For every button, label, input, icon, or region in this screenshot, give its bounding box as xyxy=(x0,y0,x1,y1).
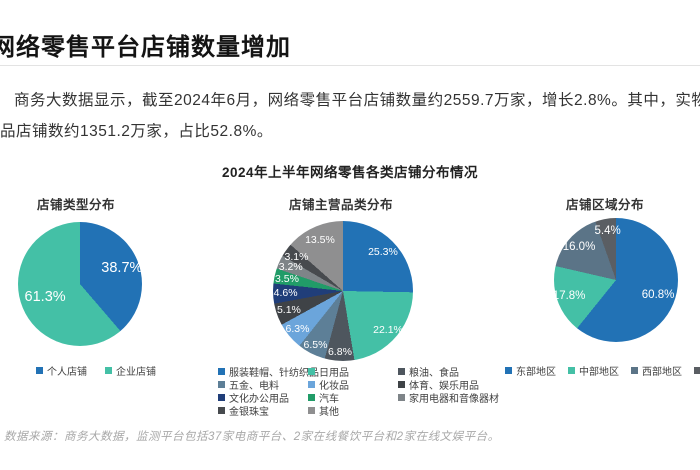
legend-label: 企业店铺 xyxy=(116,367,156,378)
legend-label: 日用品 xyxy=(319,368,349,379)
title-divider xyxy=(0,65,700,66)
legend-label: 化妆品 xyxy=(319,381,349,392)
pie-chart-region xyxy=(554,218,678,342)
summary-text-line2: 品店铺数约1351.2万家，占比52.8%。 xyxy=(0,123,273,140)
page-title: 网络零售平台店铺数量增加 xyxy=(0,34,291,61)
pie-percent-label: 6.5% xyxy=(303,339,328,352)
legend-swatch-icon xyxy=(308,407,315,414)
legend-store-type: 个人店铺 企业店铺 xyxy=(36,363,156,378)
summary-text-line1: 商务大数据显示，截至2024年6月，网络零售平台店铺数量约2559.7万家，增长… xyxy=(14,92,700,109)
pie-percent-label: 6.3% xyxy=(285,323,310,336)
legend-swatch-icon xyxy=(36,367,43,374)
pie-percent-label: 17.8% xyxy=(552,290,586,303)
legend-label: 金银珠宝 xyxy=(229,407,269,418)
chart-group-title: 2024年上半年网络零售各类店铺分布情况 xyxy=(221,165,479,180)
pie-percent-label: 22.1% xyxy=(373,323,403,336)
pie-percent-label: 3.2% xyxy=(278,261,303,274)
pie-title-store-type: 店铺类型分布 xyxy=(36,198,116,212)
pie-percent-label: 60.8% xyxy=(641,288,675,301)
pie-percent-label: 38.7% xyxy=(101,260,143,277)
legend-item: 金银珠宝 xyxy=(218,403,269,418)
legend-label: 文化办公用品 xyxy=(229,394,289,405)
pie-title-region: 店铺区域分布 xyxy=(565,198,645,212)
legend-item: 东部地区 xyxy=(505,363,556,378)
pie-percent-label: 3.5% xyxy=(274,272,299,285)
legend-swatch-icon xyxy=(218,394,225,401)
legend-item: 中部地区 xyxy=(568,363,619,378)
legend-label: 个人店铺 xyxy=(47,367,87,378)
legend-item: 化妆品 xyxy=(308,377,349,392)
legend-item: 企业店铺 xyxy=(105,363,156,378)
legend-label: 汽车 xyxy=(319,394,339,405)
pie-title-category: 店铺主营品类分布 xyxy=(288,198,394,212)
pie-percent-label: 61.3% xyxy=(24,288,66,305)
pie-chart-store-type xyxy=(18,222,142,346)
legend-item: 文化办公用品 xyxy=(218,390,289,405)
legend-swatch-icon xyxy=(308,368,315,375)
pie-percent-label: 3.1% xyxy=(284,251,309,264)
legend-label: 东部地区 xyxy=(516,367,556,378)
legend-item: 其他 xyxy=(308,403,339,418)
legend-item: 服装鞋帽、针纺织品 xyxy=(218,364,319,379)
legend-swatch-icon xyxy=(694,367,700,374)
legend-item: 日用品 xyxy=(308,364,349,379)
legend-label: 粮油、食品 xyxy=(409,368,459,379)
legend-region: 东部地区 中部地区 西部地区 东北地区 xyxy=(505,363,700,378)
legend-item: 东北地区 xyxy=(694,363,700,378)
legend-label: 五金、电料 xyxy=(229,381,279,392)
legend-swatch-icon xyxy=(218,407,225,414)
legend-label: 家用电器和音像器材 xyxy=(409,394,499,405)
pie-chart-category xyxy=(273,221,413,361)
legend-swatch-icon xyxy=(308,394,315,401)
legend-swatch-icon xyxy=(631,367,638,374)
legend-label: 服装鞋帽、针纺织品 xyxy=(229,368,319,379)
pie-percent-label: 25.3% xyxy=(368,245,398,258)
legend-item: 个人店铺 xyxy=(36,363,87,378)
legend-swatch-icon xyxy=(218,368,225,375)
legend-swatch-icon xyxy=(105,367,112,374)
legend-swatch-icon xyxy=(308,381,315,388)
legend-label: 其他 xyxy=(319,407,339,418)
pie-percent-label: 13.5% xyxy=(305,233,335,246)
legend-swatch-icon xyxy=(398,394,405,401)
pie-percent-label: 6.8% xyxy=(327,345,352,358)
legend-item: 五金、电料 xyxy=(218,377,279,392)
legend-label: 中部地区 xyxy=(579,367,619,378)
legend-item: 粮油、食品 xyxy=(398,364,459,379)
legend-item: 汽车 xyxy=(308,390,339,405)
legend-swatch-icon xyxy=(218,381,225,388)
pie-percent-label: 5.1% xyxy=(276,304,301,317)
legend-swatch-icon xyxy=(505,367,512,374)
legend-label: 体育、娱乐用品 xyxy=(409,381,479,392)
legend-label: 西部地区 xyxy=(642,367,682,378)
legend-swatch-icon xyxy=(398,381,405,388)
legend-item: 家用电器和音像器材 xyxy=(398,390,499,405)
data-source-note: 数据来源：商务大数据，监测平台包括37家电商平台、2家在线餐饮平台和2家在线文娱… xyxy=(4,431,500,443)
pie-percent-label: 4.6% xyxy=(273,287,298,300)
legend-item: 体育、娱乐用品 xyxy=(398,377,479,392)
legend-item: 西部地区 xyxy=(631,363,682,378)
pie-percent-label: 5.4% xyxy=(594,225,621,238)
legend-swatch-icon xyxy=(568,367,575,374)
pie-percent-label: 16.0% xyxy=(562,240,596,253)
legend-swatch-icon xyxy=(398,368,405,375)
